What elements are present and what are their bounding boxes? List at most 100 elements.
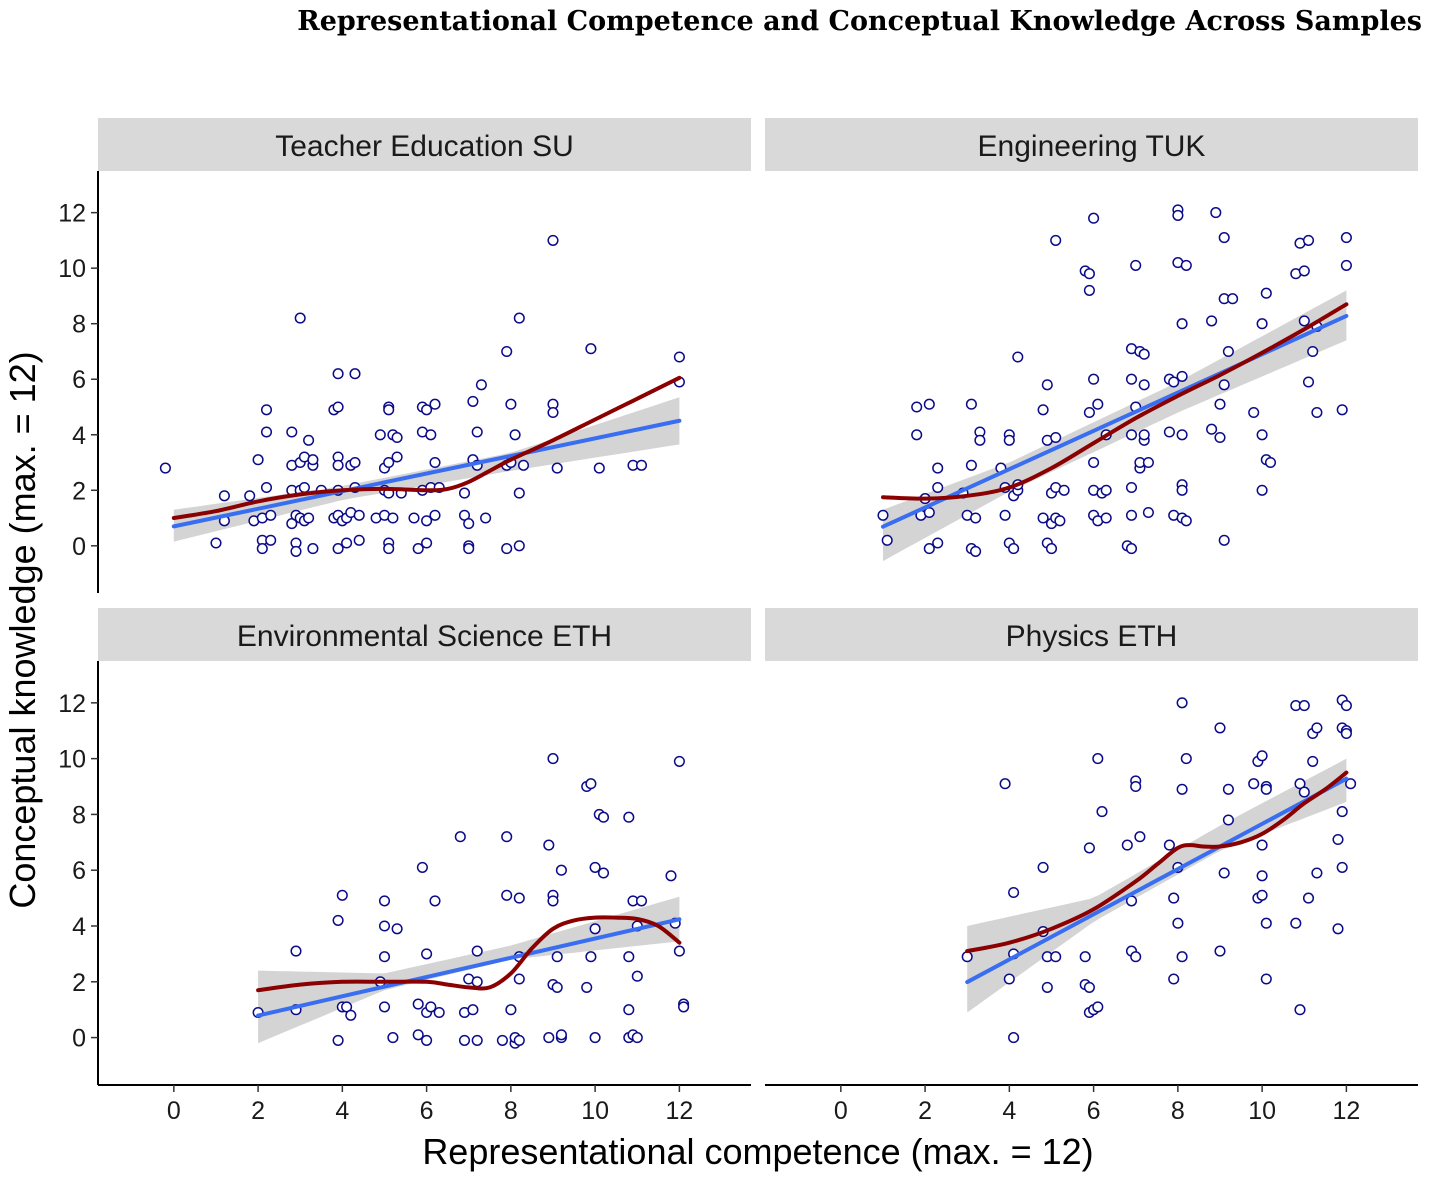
data-point xyxy=(965,398,977,410)
data-point xyxy=(332,914,344,926)
data-point xyxy=(1218,867,1230,879)
data-point xyxy=(631,1032,643,1044)
panels-layer: Teacher Education SU 0 2 4 6 8 10 12 Engineering… xyxy=(58,118,1418,1125)
data-point xyxy=(425,1001,437,1013)
data-point xyxy=(1092,398,1104,410)
data-point xyxy=(1050,431,1062,444)
data-point xyxy=(471,976,483,988)
data-point xyxy=(513,1034,525,1046)
data-point xyxy=(1311,867,1323,879)
x-tick-label: 4 xyxy=(335,1097,349,1125)
data-point xyxy=(1125,373,1138,385)
data-point xyxy=(1294,1004,1306,1016)
data-point xyxy=(551,951,563,963)
data-point xyxy=(1311,406,1323,419)
data-point xyxy=(412,998,424,1010)
data-point xyxy=(1130,259,1142,271)
data-point xyxy=(1163,426,1175,438)
data-point xyxy=(429,456,441,469)
x-tick-label: 6 xyxy=(1087,1097,1101,1125)
data-point xyxy=(1176,484,1188,496)
data-point xyxy=(631,970,643,982)
data-point xyxy=(1142,456,1154,469)
data-point xyxy=(1210,207,1222,219)
data-point xyxy=(970,512,982,524)
facet-strip-label: Environmental Science ETH xyxy=(237,620,612,653)
data-point xyxy=(1083,842,1095,854)
data-point xyxy=(1088,212,1100,224)
data-point xyxy=(623,1004,635,1016)
data-point xyxy=(1168,973,1180,985)
data-point xyxy=(1307,345,1319,358)
data-point xyxy=(597,867,610,879)
data-point xyxy=(307,454,319,466)
x-tick-label: 8 xyxy=(504,1097,518,1125)
data-point xyxy=(1340,232,1352,244)
data-point xyxy=(1130,780,1142,793)
data-point xyxy=(1336,861,1348,873)
data-point xyxy=(260,404,273,416)
data-point xyxy=(463,518,475,530)
panel-3: Physics ETH 0 2 4 6 8 10 12 xyxy=(765,608,1418,1125)
data-point xyxy=(513,973,525,985)
data-point xyxy=(260,426,273,438)
data-point xyxy=(1142,506,1154,519)
linear-fit-line xyxy=(256,917,682,1018)
y-tick-label: 4 xyxy=(72,422,86,450)
data-point xyxy=(923,543,935,555)
y-tick-label: 2 xyxy=(72,477,86,505)
data-point xyxy=(1176,429,1188,441)
smooth-fit-curve xyxy=(171,375,682,520)
data-point xyxy=(1176,783,1188,795)
panel-1: Engineering TUK xyxy=(765,118,1418,562)
x-axis-title: Representational competence (max. = 12) xyxy=(422,1131,1093,1172)
data-point xyxy=(458,1034,471,1046)
x-tick-label: 2 xyxy=(918,1097,932,1125)
data-point xyxy=(1008,886,1020,899)
data-point xyxy=(378,895,391,907)
data-point xyxy=(336,889,348,901)
data-point xyxy=(593,462,605,474)
data-point xyxy=(1037,404,1049,416)
data-point xyxy=(974,434,986,446)
data-point xyxy=(543,1032,555,1044)
data-point xyxy=(1311,722,1323,734)
data-point xyxy=(374,429,386,441)
y-tick-label: 8 xyxy=(72,801,86,829)
x-tick-label: 4 xyxy=(1002,1097,1016,1125)
data-point xyxy=(589,923,601,935)
x-tick-label: 6 xyxy=(420,1097,434,1125)
data-point xyxy=(665,870,677,882)
data-point xyxy=(999,778,1011,790)
data-point xyxy=(585,343,597,355)
data-point xyxy=(1172,917,1184,929)
data-point xyxy=(1180,753,1192,765)
y-tick-label: 10 xyxy=(58,255,86,283)
data-point xyxy=(1092,753,1104,765)
y-tick-label: 8 xyxy=(72,311,86,339)
data-point xyxy=(244,490,256,502)
data-point xyxy=(391,431,403,444)
linear-fit-line xyxy=(171,418,682,529)
data-point xyxy=(1290,917,1302,929)
data-point xyxy=(383,404,395,416)
data-point xyxy=(467,395,479,407)
data-point xyxy=(673,755,685,767)
data-point xyxy=(256,543,268,555)
data-point xyxy=(1138,379,1150,391)
data-point xyxy=(1214,722,1226,734)
data-point xyxy=(378,1001,391,1013)
data-point xyxy=(332,368,344,380)
data-point xyxy=(1260,917,1272,929)
data-point xyxy=(332,459,344,471)
confidence-band xyxy=(258,896,680,1044)
data-point xyxy=(1248,778,1260,790)
x-tick-label: 0 xyxy=(167,1097,181,1125)
data-point xyxy=(1079,951,1091,963)
data-point xyxy=(877,509,889,521)
data-point xyxy=(1176,697,1188,709)
data-point xyxy=(547,753,559,765)
data-point xyxy=(210,537,222,549)
data-point xyxy=(673,351,685,363)
data-point xyxy=(218,490,230,502)
